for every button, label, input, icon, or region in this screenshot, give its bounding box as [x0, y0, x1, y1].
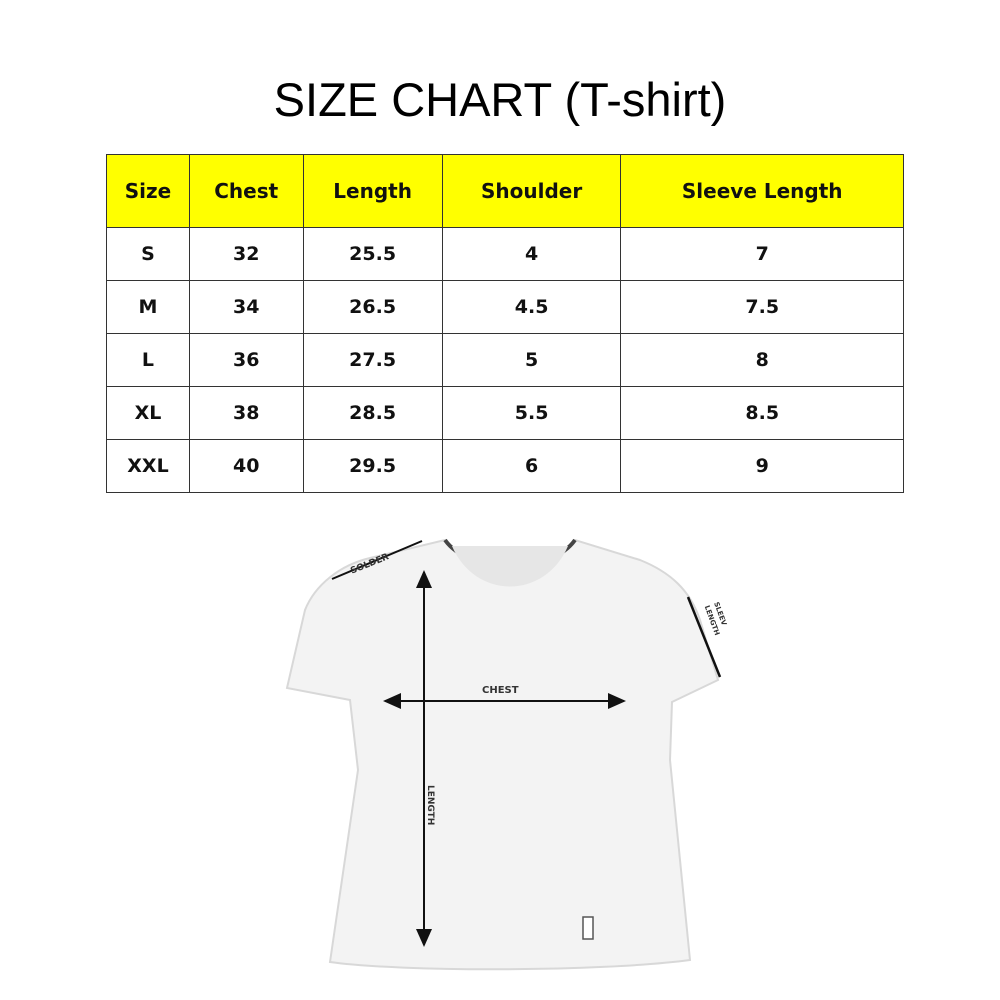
shoulder-measure-line	[331, 540, 423, 580]
column-header: Length	[302, 154, 443, 228]
table-header-row: Size Chest Length Shoulder Sleeve Length	[106, 154, 904, 228]
table-row: M 34 26.5 4.5 7.5	[106, 280, 904, 334]
column-header: Chest	[188, 154, 304, 228]
column-header: Sleeve Length	[620, 154, 904, 228]
page-title: SIZE CHART (T-shirt)	[273, 73, 727, 126]
table-cell: 34	[188, 280, 304, 334]
table-row: S 32 25.5 4 7	[106, 227, 904, 281]
table-cell: L	[106, 333, 190, 387]
sleeve-measure-line	[686, 596, 722, 678]
table-cell: 28.5	[302, 386, 443, 440]
size-table: Size Chest Length Shoulder Sleeve Length S 32…	[106, 154, 904, 493]
length-label: LENGTH	[425, 785, 435, 825]
table-cell: XXL	[106, 439, 190, 493]
table-row: XXL 40 29.5 6 9	[106, 439, 904, 493]
table-cell: 27.5	[302, 333, 443, 387]
table-cell: M	[106, 280, 190, 334]
table-cell: 29.5	[302, 439, 443, 493]
table-cell: 8	[620, 333, 904, 387]
table-row: XL 38 28.5 5.5 8.5	[106, 386, 904, 440]
table-cell: 6	[441, 439, 622, 493]
table-cell: 9	[620, 439, 904, 493]
sleeve-label: SLEEV LENGTH	[703, 601, 728, 637]
table-cell: 25.5	[302, 227, 443, 281]
table-cell: 7	[620, 227, 904, 281]
table-cell: 8.5	[620, 386, 904, 440]
table-cell: 5	[441, 333, 622, 387]
table-cell: 40	[188, 439, 304, 493]
brand-tag-icon	[582, 916, 594, 940]
table-cell: 36	[188, 333, 304, 387]
table-cell: XL	[106, 386, 190, 440]
table-cell: 4	[441, 227, 622, 281]
table-row: L 36 27.5 5 8	[106, 333, 904, 387]
chest-label: CHEST	[482, 685, 519, 696]
tshirt-shape	[285, 538, 720, 971]
table-cell: S	[106, 227, 190, 281]
column-header: Size	[106, 154, 190, 228]
